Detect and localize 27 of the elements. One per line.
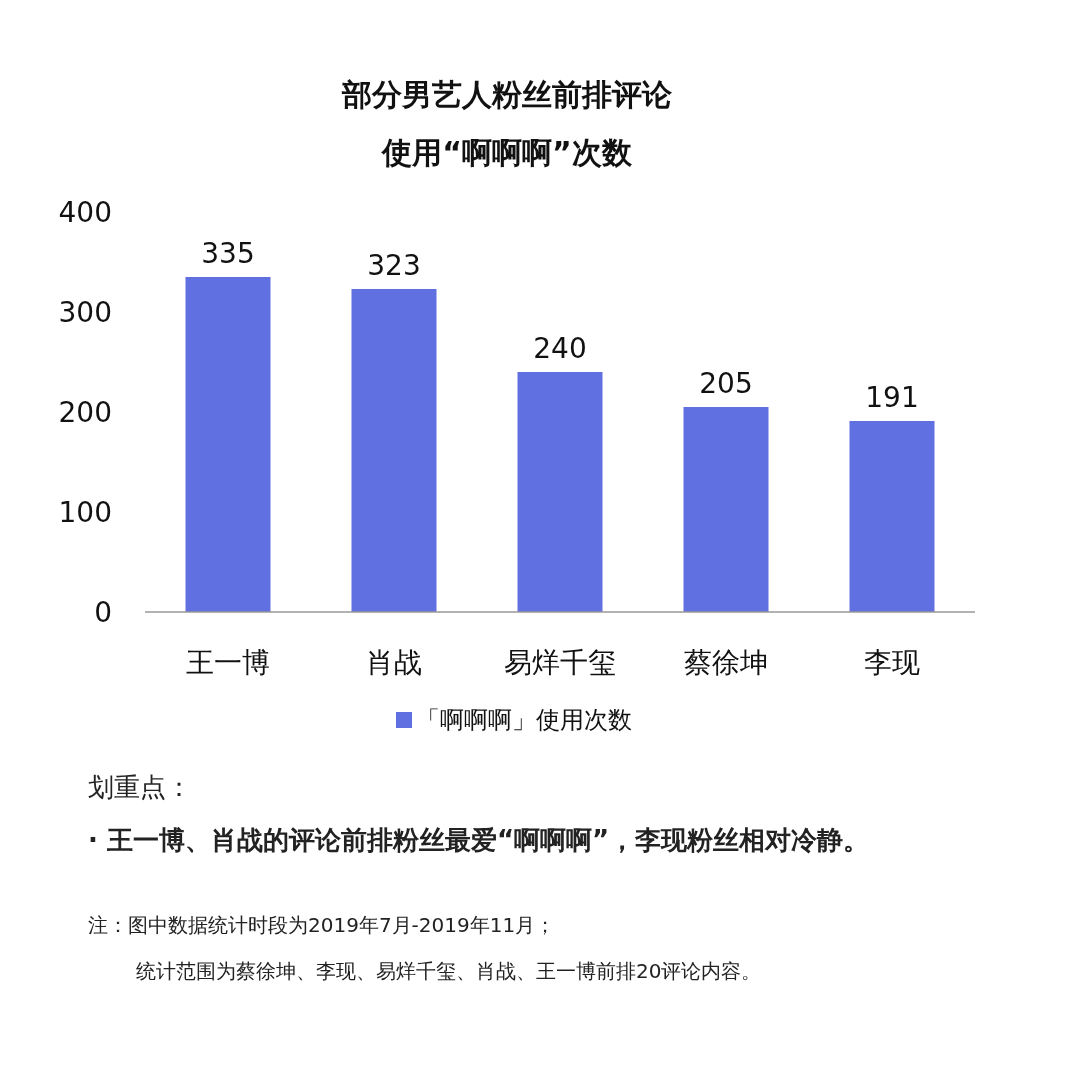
text: 划重点：: [88, 771, 193, 804]
data-label: 240: [533, 332, 587, 365]
data-label: 323: [367, 249, 421, 282]
data-label: 335: [201, 237, 255, 270]
text: · 王一博、肖战的评论前排粉丝最爱“啊啊啊”，李现粉丝相对冷静。: [88, 824, 871, 857]
legend-label: 「啊啊啊」使用次数: [416, 706, 632, 734]
y-tick-label: 0: [94, 595, 112, 629]
x-tick-label: 李现: [864, 646, 920, 679]
x-tick-label: 易烊千玺: [504, 646, 616, 679]
y-tick-label: 400: [58, 195, 112, 229]
bar: [849, 421, 935, 612]
bar: [351, 289, 437, 612]
y-tick-label: 300: [58, 295, 112, 329]
data-label: 191: [865, 381, 919, 414]
x-tick-label: 王一博: [186, 646, 270, 679]
x-tick-label: 蔡徐坤: [684, 646, 768, 679]
bar: [683, 407, 769, 612]
text: 注：图中数据统计时段为2019年7月-2019年11月；: [88, 912, 557, 939]
y-tick-label: 100: [58, 495, 112, 529]
chart-subtitle: 使用“啊啊啊”次数: [381, 135, 633, 170]
x-tick-label: 肖战: [366, 646, 422, 679]
data-label: 205: [699, 367, 753, 400]
text: 统计范围为蔡徐坤、李现、易烊千玺、肖战、王一博前排20评论内容。: [136, 958, 763, 985]
chart-title: 部分男艺人粉丝前排评论: [341, 77, 673, 112]
y-tick-label: 200: [58, 395, 112, 429]
bar: [517, 372, 603, 612]
bar: [185, 277, 271, 612]
